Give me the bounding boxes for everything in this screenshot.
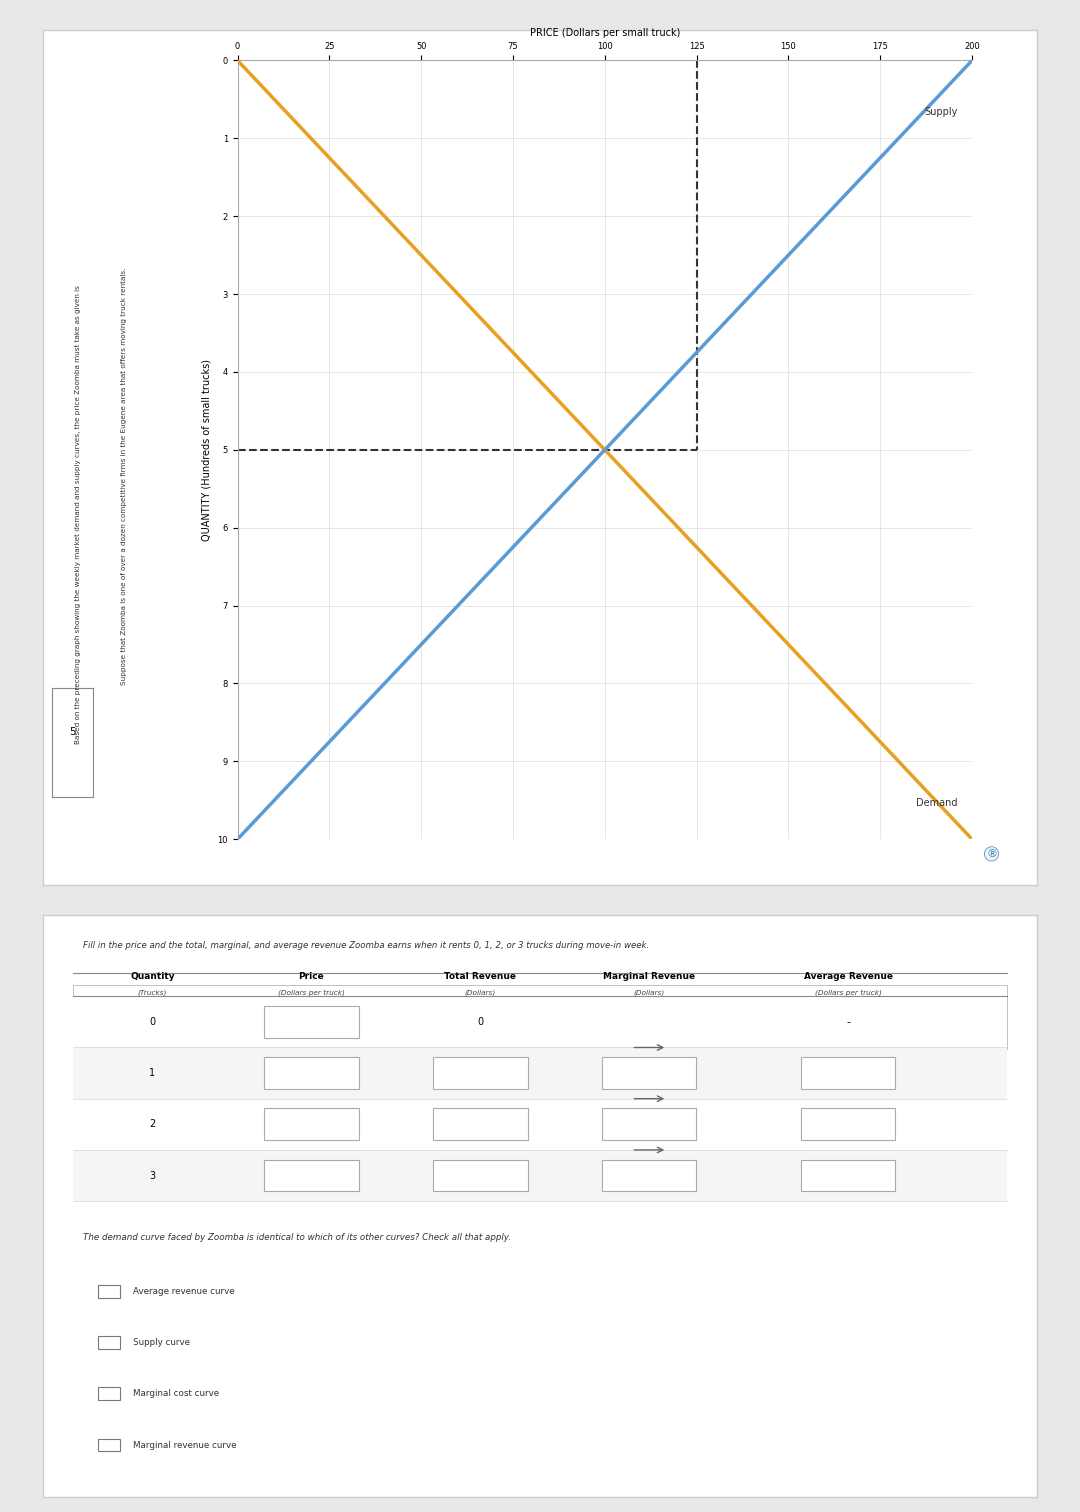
Bar xyxy=(265,1057,359,1089)
Text: Average revenue curve: Average revenue curve xyxy=(133,1287,234,1296)
Text: Fill in the price and the total, marginal, and average revenue Zoomba earns when: Fill in the price and the total, margina… xyxy=(83,940,649,950)
Text: Average Revenue: Average Revenue xyxy=(804,972,892,981)
Bar xyxy=(433,1108,527,1140)
Bar xyxy=(73,1048,1007,1099)
Text: Marginal revenue curve: Marginal revenue curve xyxy=(133,1441,237,1450)
Text: (Dollars): (Dollars) xyxy=(464,990,496,996)
Bar xyxy=(433,1160,527,1191)
Bar xyxy=(603,1108,697,1140)
Text: 5: 5 xyxy=(69,726,76,736)
Text: Marginal Revenue: Marginal Revenue xyxy=(604,972,696,981)
Bar xyxy=(73,996,1007,1048)
X-axis label: PRICE (Dollars per small truck): PRICE (Dollars per small truck) xyxy=(529,29,680,38)
Bar xyxy=(73,1099,1007,1151)
Bar xyxy=(801,1057,895,1089)
Text: Suppose that Zoomba is one of over a dozen competitive firms in the Eugene area : Suppose that Zoomba is one of over a doz… xyxy=(121,268,127,685)
Bar xyxy=(433,1057,527,1089)
Bar xyxy=(801,1108,895,1140)
Text: Based on the preceding graph showing the weekly market demand and supply curves,: Based on the preceding graph showing the… xyxy=(75,284,81,744)
Text: (Dollars): (Dollars) xyxy=(634,990,665,996)
Bar xyxy=(265,1005,359,1037)
Text: 1: 1 xyxy=(149,1067,156,1078)
Text: 0: 0 xyxy=(477,1018,484,1027)
Text: ®: ® xyxy=(986,848,997,859)
Bar xyxy=(98,1439,120,1452)
Bar xyxy=(98,1337,120,1349)
Text: (Dollars per truck): (Dollars per truck) xyxy=(814,990,881,996)
Bar xyxy=(265,1108,359,1140)
Text: Quantity: Quantity xyxy=(131,972,175,981)
Bar xyxy=(603,1057,697,1089)
Text: Demand: Demand xyxy=(916,798,957,807)
Text: 0: 0 xyxy=(149,1018,156,1027)
Text: (Trucks): (Trucks) xyxy=(138,990,167,996)
Text: Supply curve: Supply curve xyxy=(133,1338,190,1347)
Y-axis label: QUANTITY (Hundreds of small trucks): QUANTITY (Hundreds of small trucks) xyxy=(202,358,212,541)
Bar xyxy=(265,1160,359,1191)
Text: -: - xyxy=(846,1018,850,1027)
Text: 2: 2 xyxy=(149,1119,156,1129)
Bar xyxy=(801,1160,895,1191)
Text: Supply: Supply xyxy=(923,107,957,118)
Bar xyxy=(98,1388,120,1400)
Text: Total Revenue: Total Revenue xyxy=(444,972,516,981)
Text: Marginal cost curve: Marginal cost curve xyxy=(133,1390,219,1399)
Text: Price: Price xyxy=(298,972,324,981)
Text: (Dollars per truck): (Dollars per truck) xyxy=(278,990,345,996)
Text: The demand curve faced by Zoomba is identical to which of its other curves? Chec: The demand curve faced by Zoomba is iden… xyxy=(83,1234,511,1243)
Bar xyxy=(73,1151,1007,1201)
Text: 3: 3 xyxy=(149,1170,156,1181)
Bar xyxy=(98,1285,120,1297)
Bar xyxy=(73,986,1007,1049)
Bar xyxy=(603,1160,697,1191)
